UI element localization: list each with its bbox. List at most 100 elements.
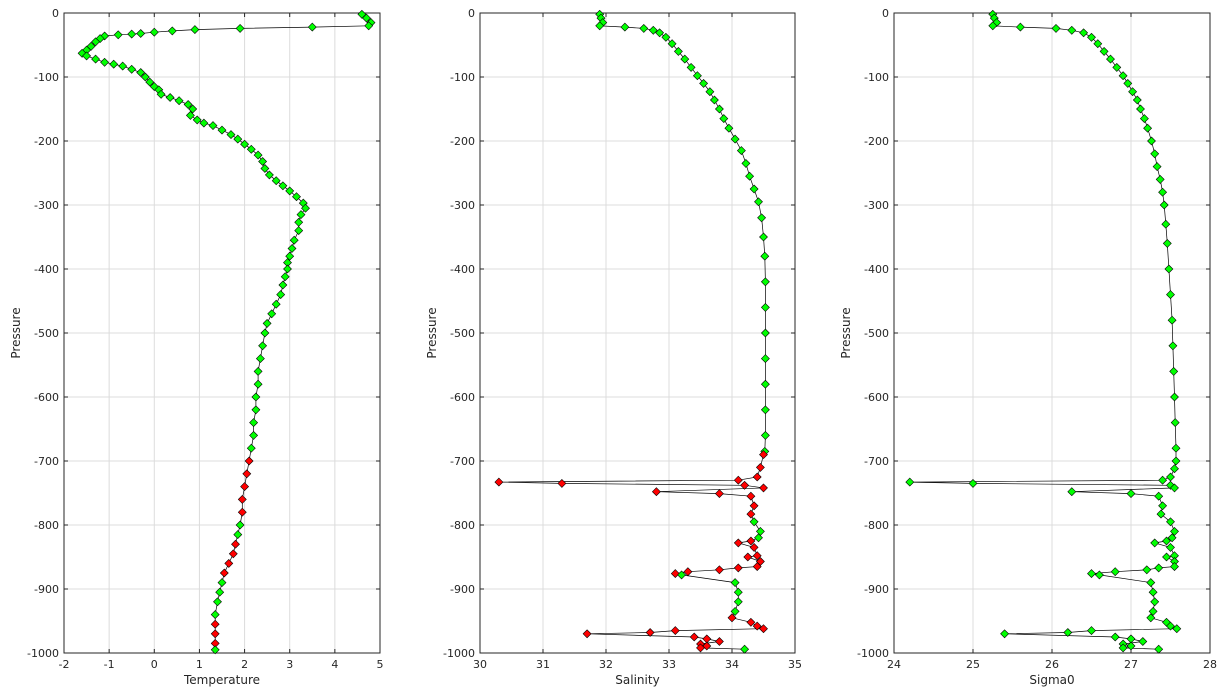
- sigma0-x-tick-label: 28: [1203, 658, 1217, 671]
- sigma0-data-point-good: [1158, 187, 1168, 197]
- salinity-data-point-good: [749, 517, 759, 527]
- salinity-data-point-flagged: [727, 613, 737, 623]
- sigma0-data-point-good: [1063, 628, 1073, 637]
- sigma0-data-point-good: [1162, 238, 1172, 248]
- temperature-data-point-good: [276, 290, 286, 300]
- temperature-data-point-good: [235, 23, 245, 33]
- salinity-data-point-flagged: [670, 626, 680, 636]
- temperature-data-point-good: [109, 59, 119, 69]
- sigma0-y-tick-label: -800: [864, 519, 889, 532]
- temperature-data-point-good: [289, 235, 299, 245]
- salinity-data-point-good: [648, 25, 658, 35]
- salinity-x-tick-label: 31: [536, 658, 550, 671]
- temperature-data-point-flagged: [237, 507, 247, 517]
- sigma0-data-point-good: [1172, 624, 1182, 634]
- sigma0-data-point-good: [1067, 25, 1077, 35]
- temperature-x-tick-label: -1: [104, 658, 115, 671]
- sigma0-data-point-good: [1112, 62, 1122, 72]
- temperature-data-point-good: [285, 186, 295, 196]
- sigma0-data-point-good: [1000, 629, 1010, 639]
- temperature-data-point-flagged: [219, 568, 229, 578]
- temperature-data-point-good: [271, 299, 281, 309]
- salinity-x-tick-label: 32: [599, 658, 613, 671]
- temperature-data-point-good: [156, 89, 166, 99]
- sigma0-data-point-good: [1118, 71, 1128, 81]
- salinity-data-point-good: [730, 578, 740, 588]
- temperature-data-point-good: [127, 29, 137, 39]
- temperature-x-tick-label: 1: [196, 658, 203, 671]
- temperature-data-point-good: [183, 100, 193, 109]
- sigma0-data-point-good: [1051, 23, 1061, 33]
- salinity-data-point-flagged: [759, 450, 768, 460]
- salinity-data-point-good: [673, 46, 683, 56]
- sigma0-y-tick-label: -900: [864, 583, 889, 596]
- salinity-data-point-good: [754, 197, 763, 207]
- sigma0-data-point-good: [1154, 563, 1164, 573]
- temperature-data-point-good: [165, 93, 175, 102]
- salinity-y-tick-label: -500: [450, 327, 475, 340]
- salinity-data-point-good: [692, 71, 702, 81]
- sigma0-data-point-good: [1079, 28, 1089, 38]
- sigma0-data-point-good: [1087, 569, 1096, 579]
- salinity-y-tick-label: -600: [450, 391, 475, 404]
- salinity-data-point-flagged: [752, 621, 762, 631]
- temperature-data-point-good: [118, 61, 128, 71]
- salinity-data-point-good: [760, 430, 770, 440]
- sigma0-data-point-good: [1142, 565, 1152, 575]
- temperature-data-point-good: [364, 21, 374, 31]
- sigma0-data-point-good: [1170, 526, 1179, 536]
- sigma0-data-point-good: [1166, 542, 1175, 552]
- salinity-data-point-flagged: [752, 562, 762, 572]
- temperature-data-point-good: [278, 280, 288, 290]
- sigma0-chart: 24 25 26 27 28 0 -100 -200 -300 -400 -500 -600 -700 -…: [839, 7, 1217, 687]
- temperature-x-axis-label: Temperature: [183, 673, 260, 687]
- salinity-data-point-flagged: [746, 536, 756, 546]
- temperature-y-tick-label: -100: [34, 71, 59, 84]
- sigma0-data-point-good: [1162, 536, 1171, 546]
- sigma0-data-point-good: [905, 477, 915, 487]
- salinity-data-point-flagged: [670, 569, 680, 579]
- sigma0-data-point-good: [1167, 315, 1177, 325]
- temperature-x-tick-label: -2: [59, 658, 70, 671]
- temperature-chart: -2 -1 0 1 2 3 4 5 0 -100 -200 -300 -400 -500 -600 -700 -…: [9, 7, 384, 687]
- temperature-y-tick-label: -600: [34, 391, 59, 404]
- temperature-data-point-good: [149, 27, 159, 37]
- sigma0-data-point-good: [1152, 162, 1162, 172]
- temperature-data-point-good: [192, 115, 202, 125]
- salinity-y-tick-label: -700: [450, 455, 475, 468]
- sigma0-data-point-good: [1110, 632, 1120, 642]
- salinity-data-point-good: [686, 62, 696, 72]
- sigma0-data-point-good: [1156, 509, 1166, 519]
- sigma0-data-point-good: [1166, 290, 1175, 300]
- sigma0-data-point-good: [1106, 54, 1115, 64]
- sigma0-y-tick-label: -200: [864, 135, 889, 148]
- sigma0-data-point-good: [1171, 456, 1181, 466]
- salinity-x-axis-label: Salinity: [615, 673, 659, 687]
- temperature-data-point-flagged: [237, 494, 247, 504]
- salinity-data-point-good: [639, 23, 649, 33]
- temperature-data-point-good: [210, 610, 220, 620]
- temperature-x-tick-label: 3: [286, 658, 293, 671]
- sigma0-data-point-good: [1170, 464, 1179, 474]
- temperature-data-point-good: [253, 379, 263, 389]
- sigma0-data-point-good: [1126, 641, 1136, 651]
- salinity-data-point-flagged: [743, 552, 753, 562]
- temperature-data-point-good: [258, 157, 268, 166]
- salinity-data-point-flagged: [746, 491, 756, 501]
- salinity-data-point-good: [724, 123, 734, 133]
- sigma0-y-tick-label: -600: [864, 391, 889, 404]
- salinity-data-point-flagged: [755, 462, 765, 472]
- temperature-data-point-good: [249, 430, 259, 440]
- salinity-data-point-good: [755, 526, 765, 536]
- temperature-data-point-good: [199, 118, 209, 128]
- temperature-data-point-flagged: [231, 539, 240, 549]
- sigma0-data-point-good: [1123, 78, 1133, 88]
- temperature-x-tick-label: 2: [241, 658, 248, 671]
- sigma0-x-tick-label: 26: [1045, 658, 1059, 671]
- temperature-data-point-good: [285, 251, 295, 261]
- salinity-data-point-good: [757, 213, 767, 223]
- salinity-data-point-good: [714, 104, 724, 114]
- temperature-data-point-flagged: [240, 482, 250, 492]
- temperature-y-tick-label: -1000: [27, 647, 59, 660]
- temperature-y-tick-label: -200: [34, 135, 59, 148]
